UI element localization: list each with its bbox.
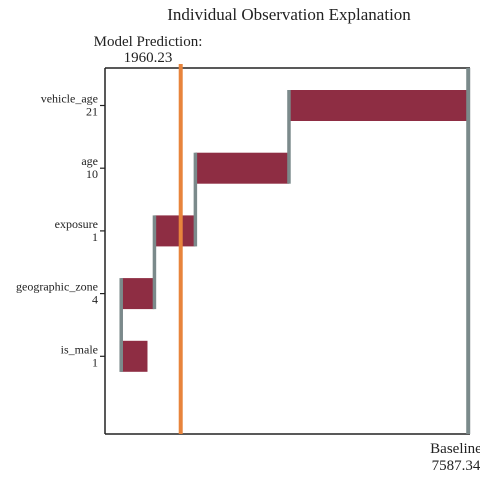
y-value-age: 10 xyxy=(86,167,98,181)
y-label-geographic_zone: geographic_zone xyxy=(16,280,98,294)
connector-exposure xyxy=(152,215,157,310)
baseline-label-value: 7587.34 xyxy=(432,458,480,474)
chart-title: Individual Observation Explanation xyxy=(167,5,411,24)
connector-age xyxy=(193,152,198,247)
y-value-is_male: 1 xyxy=(92,355,98,369)
connector-vehicle_age xyxy=(287,90,291,184)
y-value-exposure: 1 xyxy=(92,230,98,244)
connector-geographic_zone xyxy=(119,278,123,372)
prediction-label-value: 1960.23 xyxy=(124,50,173,66)
y-label-age: age xyxy=(81,154,98,168)
bar-is_male xyxy=(121,340,148,372)
y-label-vehicle_age: vehicle_age xyxy=(41,92,98,106)
bar-exposure xyxy=(154,215,196,247)
y-label-is_male: is_male xyxy=(61,342,98,356)
plot-area: vehicle_age21age10exposure1geographic_zo… xyxy=(16,64,471,435)
bar-vehicle_age xyxy=(288,90,469,121)
bar-geographic_zone xyxy=(121,278,155,310)
prediction-label-line1: Model Prediction: xyxy=(94,34,203,50)
y-label-exposure: exposure xyxy=(55,217,98,231)
baseline-label-line1: Baseline xyxy=(430,441,480,457)
connector-is_male xyxy=(119,340,123,372)
y-value-vehicle_age: 21 xyxy=(86,105,98,119)
y-value-geographic_zone: 4 xyxy=(92,293,98,307)
bar-age xyxy=(195,152,289,184)
baseline-line xyxy=(466,68,471,434)
